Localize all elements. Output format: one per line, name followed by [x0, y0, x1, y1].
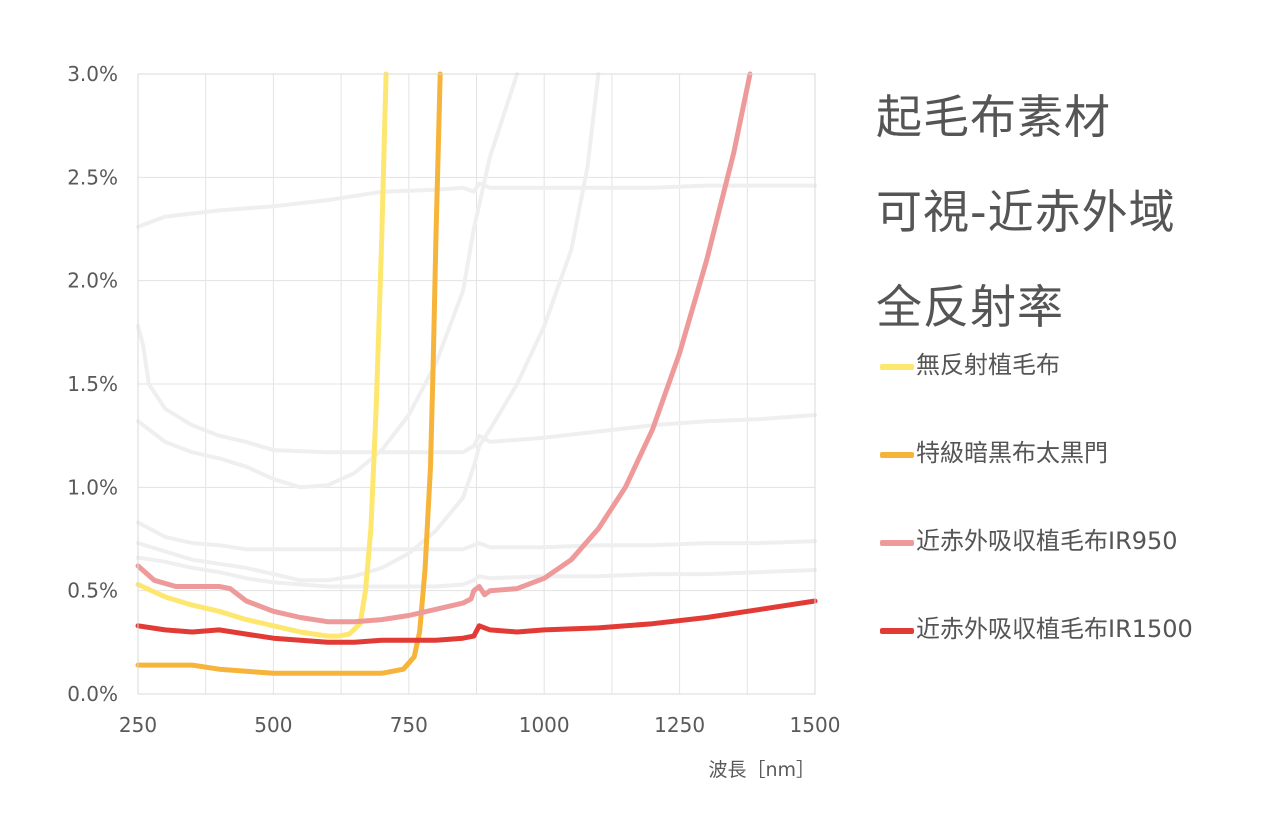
legend-item-2: 特級暗黒布太黒門 — [880, 434, 1275, 522]
reference-curve-3 — [136, 72, 520, 490]
y-tick-label: 0.0% — [67, 682, 118, 706]
reference-curve-5 — [136, 72, 601, 583]
legend: 無反射植毛布 特級暗黒布太黒門 近赤外吸収植毛布IR950 近赤外吸収植毛布IR… — [880, 346, 1275, 698]
x-tick-label: 250 — [119, 713, 157, 737]
legend-swatch-3 — [880, 540, 914, 546]
x-tick-label: 1000 — [519, 713, 570, 737]
y-tick-label: 1.0% — [67, 475, 118, 499]
legend-label-4: 近赤外吸収植毛布IR1500 — [916, 615, 1193, 643]
legend-item-4: 近赤外吸収植毛布IR1500 — [880, 610, 1275, 698]
y-tick-label: 0.5% — [67, 579, 118, 603]
legend-label-1: 無反射植毛布 — [916, 351, 1060, 379]
x-tick-label: 1500 — [790, 713, 841, 737]
y-tick-label: 2.0% — [67, 269, 118, 293]
series-line-1 — [135, 71, 389, 639]
x-tick-label: 500 — [254, 713, 292, 737]
axes: 0.0% 0.5% 1.0% 1.5% 2.0% 2.5% 3.0% 250 500 750 100… — [67, 62, 840, 737]
title-line-2: 可視-近赤外域 — [876, 185, 1176, 239]
x-axis-label: 波長［nm］ — [708, 759, 815, 781]
reference-curve-2 — [136, 324, 817, 455]
legend-swatch-2 — [880, 452, 914, 458]
title-line-1: 起毛布素材 — [876, 90, 1111, 144]
title-line-3: 全反射率 — [876, 280, 1064, 334]
legend-item-1: 無反射植毛布 — [880, 346, 1275, 434]
series-line-3 — [135, 71, 753, 625]
reference-curve-4 — [136, 520, 817, 552]
grid — [137, 73, 816, 695]
reference-curve-1 — [136, 181, 817, 229]
legend-label-2: 特級暗黒布太黒門 — [916, 439, 1108, 467]
y-tick-label: 3.0% — [67, 62, 118, 86]
series-line-2 — [135, 71, 443, 676]
legend-label-3: 近赤外吸収植毛布IR950 — [916, 527, 1178, 555]
x-tick-label: 1250 — [654, 713, 705, 737]
plot-frame — [137, 73, 816, 695]
y-tick-label: 2.5% — [67, 165, 118, 189]
series-line-4 — [135, 598, 818, 645]
reference-curve-6 — [136, 555, 817, 589]
legend-swatch-4 — [880, 628, 914, 634]
x-tick-label: 750 — [390, 713, 428, 737]
data-series — [135, 71, 818, 676]
legend-swatch-1 — [880, 364, 914, 370]
chart-title: 起毛布素材 可視-近赤外域 全反射率 — [876, 70, 1266, 355]
y-tick-label: 1.5% — [67, 372, 118, 396]
reference-curves — [136, 72, 817, 589]
legend-item-3: 近赤外吸収植毛布IR950 — [880, 522, 1275, 610]
